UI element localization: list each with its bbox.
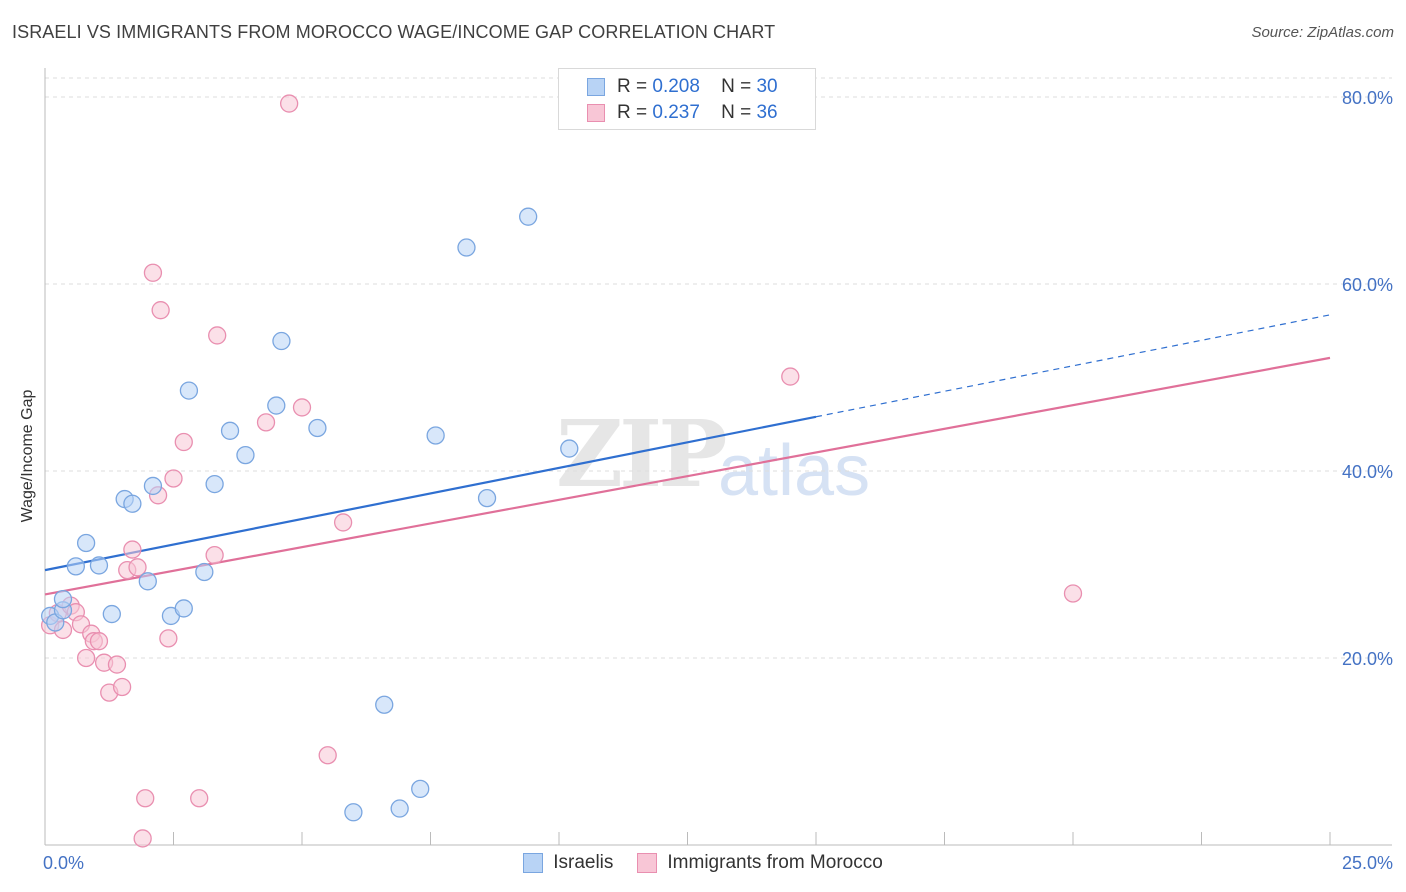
data-point-israelis [179, 381, 199, 400]
data-point-morocco [143, 263, 163, 282]
data-point-israelis [344, 803, 363, 822]
data-point-israelis [457, 238, 476, 257]
data-point-israelis [102, 604, 121, 624]
legend-swatch-israelis [587, 78, 605, 96]
legend-n-value: 36 [756, 102, 778, 123]
data-point-morocco [159, 629, 178, 648]
data-point-morocco [136, 789, 155, 808]
data-point-morocco [318, 746, 337, 765]
y-axis-label: Wage/Income Gap [19, 389, 36, 523]
data-point-israelis [143, 476, 163, 496]
data-point-morocco [128, 558, 147, 577]
trend-line-extension-israelis [815, 314, 1331, 418]
data-point-morocco [205, 546, 224, 565]
data-point-morocco [112, 677, 132, 697]
data-point-morocco [208, 326, 227, 345]
legend-n-label: N = [721, 76, 752, 97]
trend-line-israelis [44, 415, 817, 572]
data-point-morocco [133, 829, 152, 848]
series-legend: Israelis Immigrants from Morocco [0, 852, 1406, 874]
data-point-morocco [89, 632, 109, 651]
data-point-morocco [190, 789, 209, 808]
data-point-israelis [53, 589, 73, 609]
data-point-israelis [236, 445, 255, 465]
data-point-morocco [151, 301, 170, 320]
data-point-morocco [781, 367, 800, 386]
legend-row-morocco: R = 0.237 N = 36 [587, 101, 778, 125]
data-point-morocco [292, 398, 312, 417]
y-tick-label: 60.0% [1342, 275, 1393, 295]
data-points [40, 94, 1083, 848]
y-tick-label: 80.0% [1342, 88, 1393, 108]
series-legend-israelis[interactable]: Israelis [523, 852, 613, 874]
chart-source: Source: ZipAtlas.com [1251, 24, 1394, 41]
data-point-israelis [267, 396, 286, 415]
series-legend-morocco[interactable]: Immigrants from Morocco [637, 852, 883, 874]
watermark-zip: ZIP [556, 400, 727, 508]
legend-r-label: R = [617, 102, 648, 123]
data-point-israelis [195, 562, 214, 582]
data-point-morocco [164, 469, 183, 488]
y-tick-label: 20.0% [1342, 649, 1393, 669]
data-point-morocco [76, 648, 96, 668]
data-point-israelis [411, 779, 430, 799]
data-point-israelis [66, 557, 85, 576]
data-point-israelis [76, 533, 96, 553]
trend-line-morocco [44, 356, 1331, 596]
y-tick-label: 40.0% [1342, 462, 1393, 482]
legend-r-value: 0.208 [652, 76, 700, 97]
data-point-israelis [519, 207, 538, 226]
data-point-israelis [89, 556, 109, 575]
data-point-morocco [279, 94, 299, 113]
data-point-israelis [138, 572, 157, 591]
data-point-israelis [205, 474, 224, 494]
series-name-israelis: Israelis [553, 852, 614, 873]
grid-lines [45, 77, 1392, 659]
data-point-israelis [560, 439, 579, 458]
tick-labels: 20.0% 40.0% 60.0% 80.0% 0.0% 25.0% [43, 88, 1393, 873]
data-point-morocco [1063, 584, 1083, 603]
data-point-morocco [333, 513, 353, 532]
data-point-israelis [426, 426, 445, 445]
legend-n-value: 30 [756, 76, 778, 97]
correlation-legend: R = 0.208 N = 30 R = 0.237 N = 36 [558, 68, 816, 130]
chart-title: ISRAELI VS IMMIGRANTS FROM MOROCCO WAGE/… [12, 22, 776, 42]
data-point-israelis [390, 799, 409, 818]
legend-row-israelis: R = 0.208 N = 30 [587, 75, 778, 99]
x-tick-label-max: 25.0% [1342, 853, 1393, 873]
data-point-israelis [477, 488, 497, 508]
data-point-morocco [107, 655, 127, 674]
data-point-israelis [174, 599, 193, 618]
series-swatch-israelis [523, 853, 544, 873]
legend-swatch-morocco [587, 104, 605, 122]
legend-r-label: R = [617, 76, 648, 97]
data-point-israelis [375, 695, 394, 714]
series-name-morocco: Immigrants from Morocco [667, 852, 883, 873]
data-point-israelis [272, 331, 291, 351]
axes [44, 68, 1392, 846]
data-point-israelis [308, 418, 327, 438]
legend-r-value: 0.237 [652, 102, 700, 123]
series-swatch-morocco [637, 853, 658, 873]
data-point-morocco [256, 413, 276, 432]
x-tick-label-min: 0.0% [43, 853, 84, 873]
trend-lines [44, 314, 1331, 596]
data-point-morocco [123, 540, 142, 559]
legend-n-label: N = [721, 102, 752, 123]
data-point-israelis [123, 494, 142, 513]
data-point-israelis [220, 421, 240, 440]
data-point-morocco [174, 432, 193, 452]
